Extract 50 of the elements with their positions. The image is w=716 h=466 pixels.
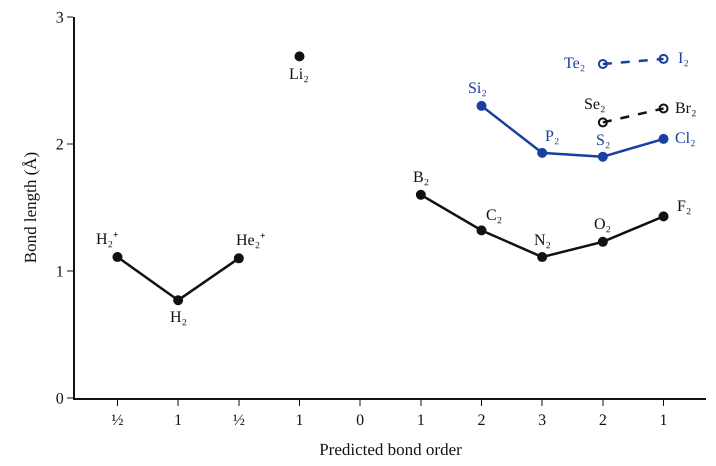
annotation: F₂	[677, 198, 692, 215]
annotation: P₂	[545, 128, 560, 145]
x-tick-label: ½	[111, 412, 124, 430]
annotation: C₂	[486, 207, 502, 224]
point	[294, 51, 304, 62]
x-tick-label: 3	[538, 412, 546, 430]
x-tick-label: 2	[598, 412, 607, 430]
x-tick-label: 1	[660, 412, 668, 430]
point	[598, 117, 608, 128]
point	[537, 252, 548, 262]
point	[598, 58, 608, 69]
point	[658, 103, 669, 114]
annotation: Cl₂	[675, 130, 696, 147]
point	[173, 295, 184, 306]
annotation: O₂	[594, 216, 612, 233]
annotation: B₂	[413, 169, 430, 186]
point	[476, 100, 487, 111]
point	[598, 236, 608, 247]
point	[112, 252, 122, 262]
y-tick-label: 2	[56, 136, 64, 154]
y-tick-label: 1	[56, 264, 64, 281]
point	[476, 225, 487, 236]
annotation: I₂	[678, 50, 689, 67]
x-tick-label: 2	[478, 412, 486, 430]
y-axis-title: Bond length (Å)	[20, 152, 40, 264]
annotation: H₂⁺	[96, 231, 118, 248]
point	[537, 148, 548, 158]
annotation: Br₂	[675, 100, 697, 117]
annotation: H₂	[170, 309, 188, 326]
annotation: Te₂	[564, 55, 586, 72]
y-tick-label: 3	[56, 10, 64, 27]
x-tick-label: 1	[295, 412, 304, 430]
annotation: Li₂	[289, 66, 309, 83]
x-axis-title: Predicted bond order	[319, 440, 462, 460]
x-tick-label: 0	[356, 412, 364, 430]
annotation: He₂⁺	[236, 232, 266, 249]
point	[234, 253, 244, 264]
point	[658, 134, 669, 144]
annotation: Se₂	[584, 96, 606, 113]
annotation: S₂	[596, 132, 610, 149]
x-tick-label: ½	[232, 412, 245, 430]
point	[416, 190, 426, 200]
point	[658, 54, 669, 64]
annotation: N₂	[534, 232, 552, 249]
point	[658, 211, 669, 222]
annotation: Si₂	[468, 80, 487, 97]
x-tick-label: 1	[416, 412, 425, 430]
x-tick-label: 1	[174, 412, 182, 430]
y-tick-label: 0	[56, 390, 64, 408]
point	[598, 152, 608, 162]
